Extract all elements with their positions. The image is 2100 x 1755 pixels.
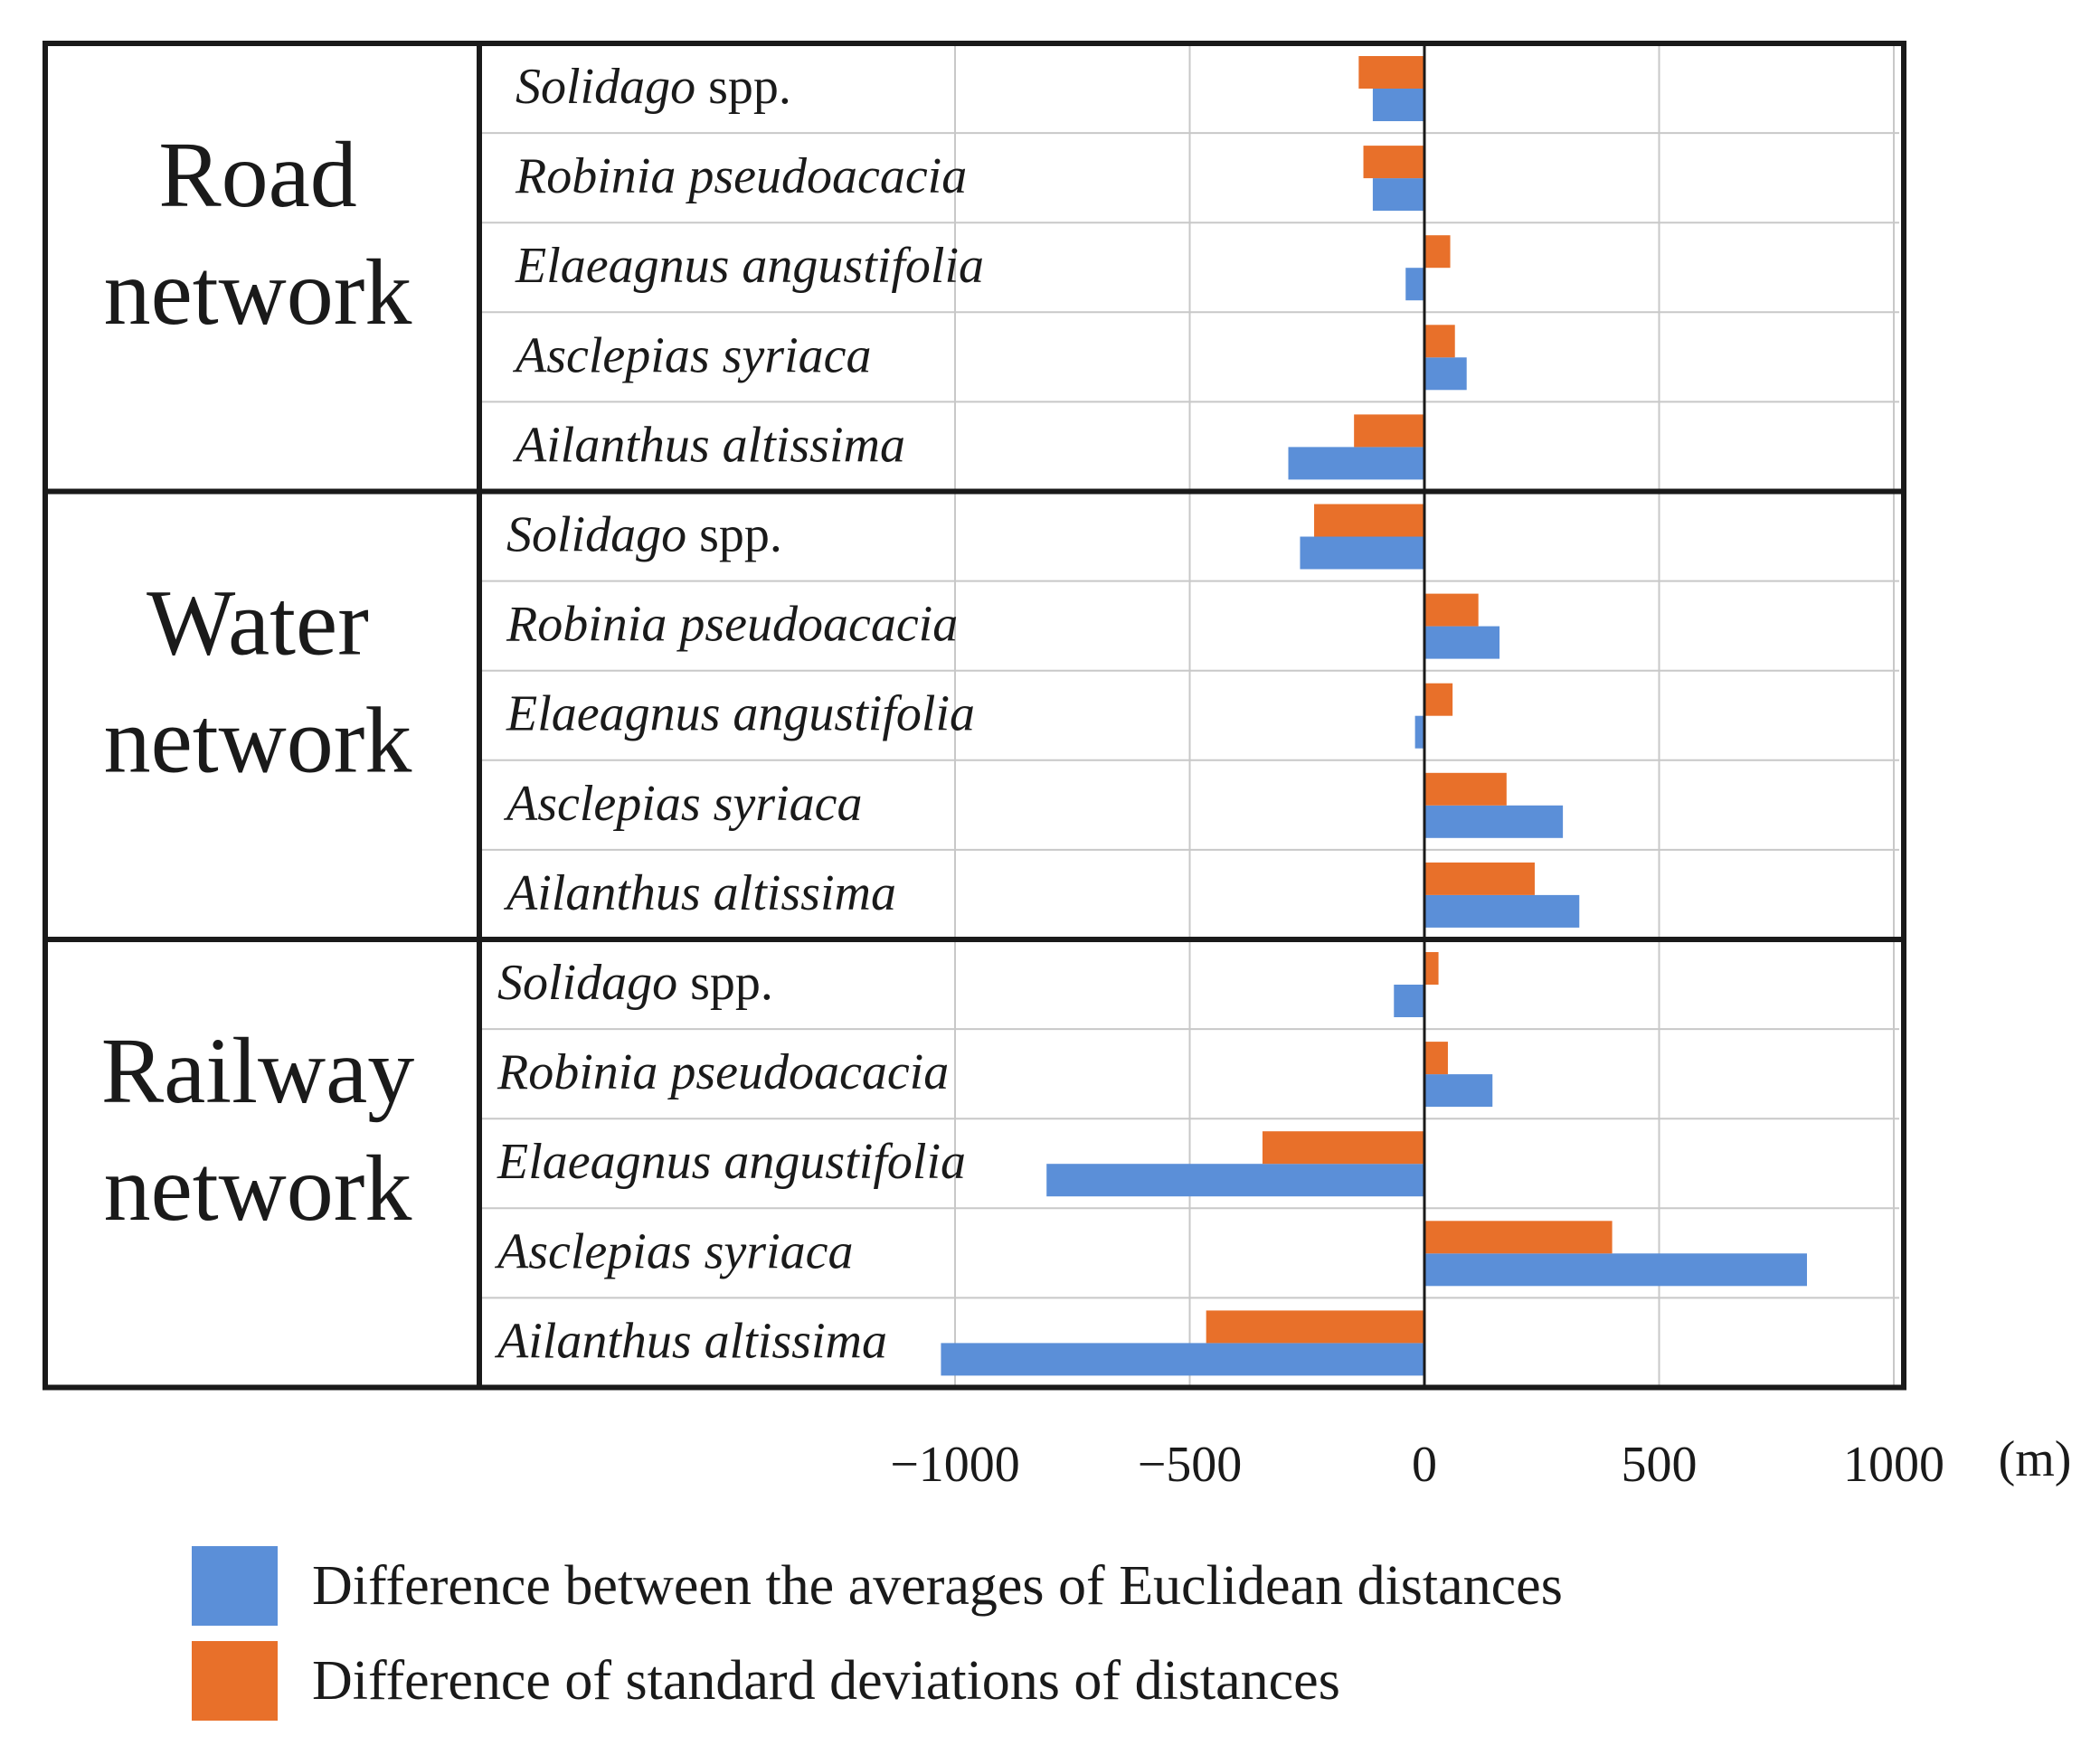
x-axis: −1000 −500 0 500 1000 (m) xyxy=(890,1431,2071,1493)
bar-avg-difference xyxy=(1405,268,1424,301)
species-label: Solidago spp. xyxy=(506,507,782,563)
x-tick-label: −1000 xyxy=(890,1437,1020,1493)
species-label: Robinia pseudoacacia xyxy=(506,597,958,653)
species-label: Ailanthus altissima xyxy=(494,1313,887,1369)
bar-sd-difference xyxy=(1424,683,1453,716)
bar-sd-difference xyxy=(1363,146,1424,179)
bar-sd-difference xyxy=(1424,325,1455,358)
x-tick-label: 500 xyxy=(1622,1437,1698,1493)
bar-sd-difference xyxy=(1262,1131,1424,1165)
bars xyxy=(941,56,1807,1376)
species-label: Robinia pseudoacacia xyxy=(515,148,967,204)
species-label: Solidago spp. xyxy=(497,955,773,1011)
species-label: Elaeagnus angustifolia xyxy=(515,238,984,294)
species-label: Robinia pseudoacacia xyxy=(497,1044,949,1100)
species-label: Asclepias syriaca xyxy=(503,776,862,832)
bar-avg-difference xyxy=(1424,805,1564,838)
bar-avg-difference xyxy=(1046,1164,1424,1197)
group-frame xyxy=(43,937,1906,1391)
bar-avg-difference xyxy=(1414,715,1424,749)
bar-sd-difference xyxy=(1424,1221,1613,1254)
gridlines xyxy=(479,43,1899,1388)
legend: Difference between the averages of Eucli… xyxy=(192,1546,1563,1721)
species-label: Solidago spp. xyxy=(516,59,791,115)
x-tick-label: −500 xyxy=(1138,1437,1243,1493)
bar-sd-difference xyxy=(1314,504,1424,537)
x-tick-label: 1000 xyxy=(1843,1437,1944,1493)
group-label-line: network xyxy=(104,241,412,344)
species-label: Ailanthus altissima xyxy=(503,865,896,921)
frame xyxy=(43,41,1906,1391)
species-label: Ailanthus altissima xyxy=(512,417,905,473)
legend-label-sd: Difference of standard deviations of dis… xyxy=(312,1650,1340,1712)
bar-avg-difference xyxy=(1424,1074,1493,1108)
bar-avg-difference xyxy=(941,1343,1424,1376)
bar-avg-difference xyxy=(1424,357,1467,391)
bar-sd-difference xyxy=(1354,414,1424,448)
group-label-line: network xyxy=(104,688,412,792)
bar-sd-difference xyxy=(1424,862,1535,895)
bar-avg-difference xyxy=(1424,894,1580,928)
legend-label-avg: Difference between the averages of Eucli… xyxy=(312,1555,1563,1617)
legend-swatch-avg xyxy=(192,1546,278,1626)
bar-avg-difference xyxy=(1424,626,1500,659)
bar-sd-difference xyxy=(1424,593,1479,627)
bar-sd-difference xyxy=(1424,952,1439,985)
x-tick-label: 0 xyxy=(1412,1437,1437,1493)
x-unit-label: (m) xyxy=(1999,1431,2072,1487)
bar-avg-difference xyxy=(1288,447,1424,480)
bar-avg-difference xyxy=(1372,178,1424,212)
group-label-line: Road xyxy=(158,123,357,227)
bar-avg-difference xyxy=(1372,89,1424,121)
species-label: Elaeagnus angustifolia xyxy=(497,1134,966,1190)
bar-sd-difference xyxy=(1206,1310,1424,1344)
legend-swatch-sd xyxy=(192,1641,278,1721)
bar-sd-difference xyxy=(1358,56,1424,89)
bar-sd-difference xyxy=(1424,235,1451,269)
group-label-line: Railway xyxy=(101,1019,415,1123)
species-label: Asclepias syriaca xyxy=(512,327,871,383)
species-label: Elaeagnus angustifolia xyxy=(506,686,975,742)
group-label-line: network xyxy=(104,1137,412,1241)
bar-avg-difference xyxy=(1394,985,1424,1017)
bar-avg-difference xyxy=(1424,1253,1807,1287)
bar-sd-difference xyxy=(1424,772,1507,806)
labels: Solidago spp. Robinia pseudoacacia Elaeagn… xyxy=(101,59,984,1369)
species-label: Asclepias syriaca xyxy=(494,1223,853,1279)
group-label-line: Water xyxy=(147,571,369,675)
bar-sd-difference xyxy=(1424,1042,1448,1075)
bar-avg-difference xyxy=(1300,536,1424,570)
